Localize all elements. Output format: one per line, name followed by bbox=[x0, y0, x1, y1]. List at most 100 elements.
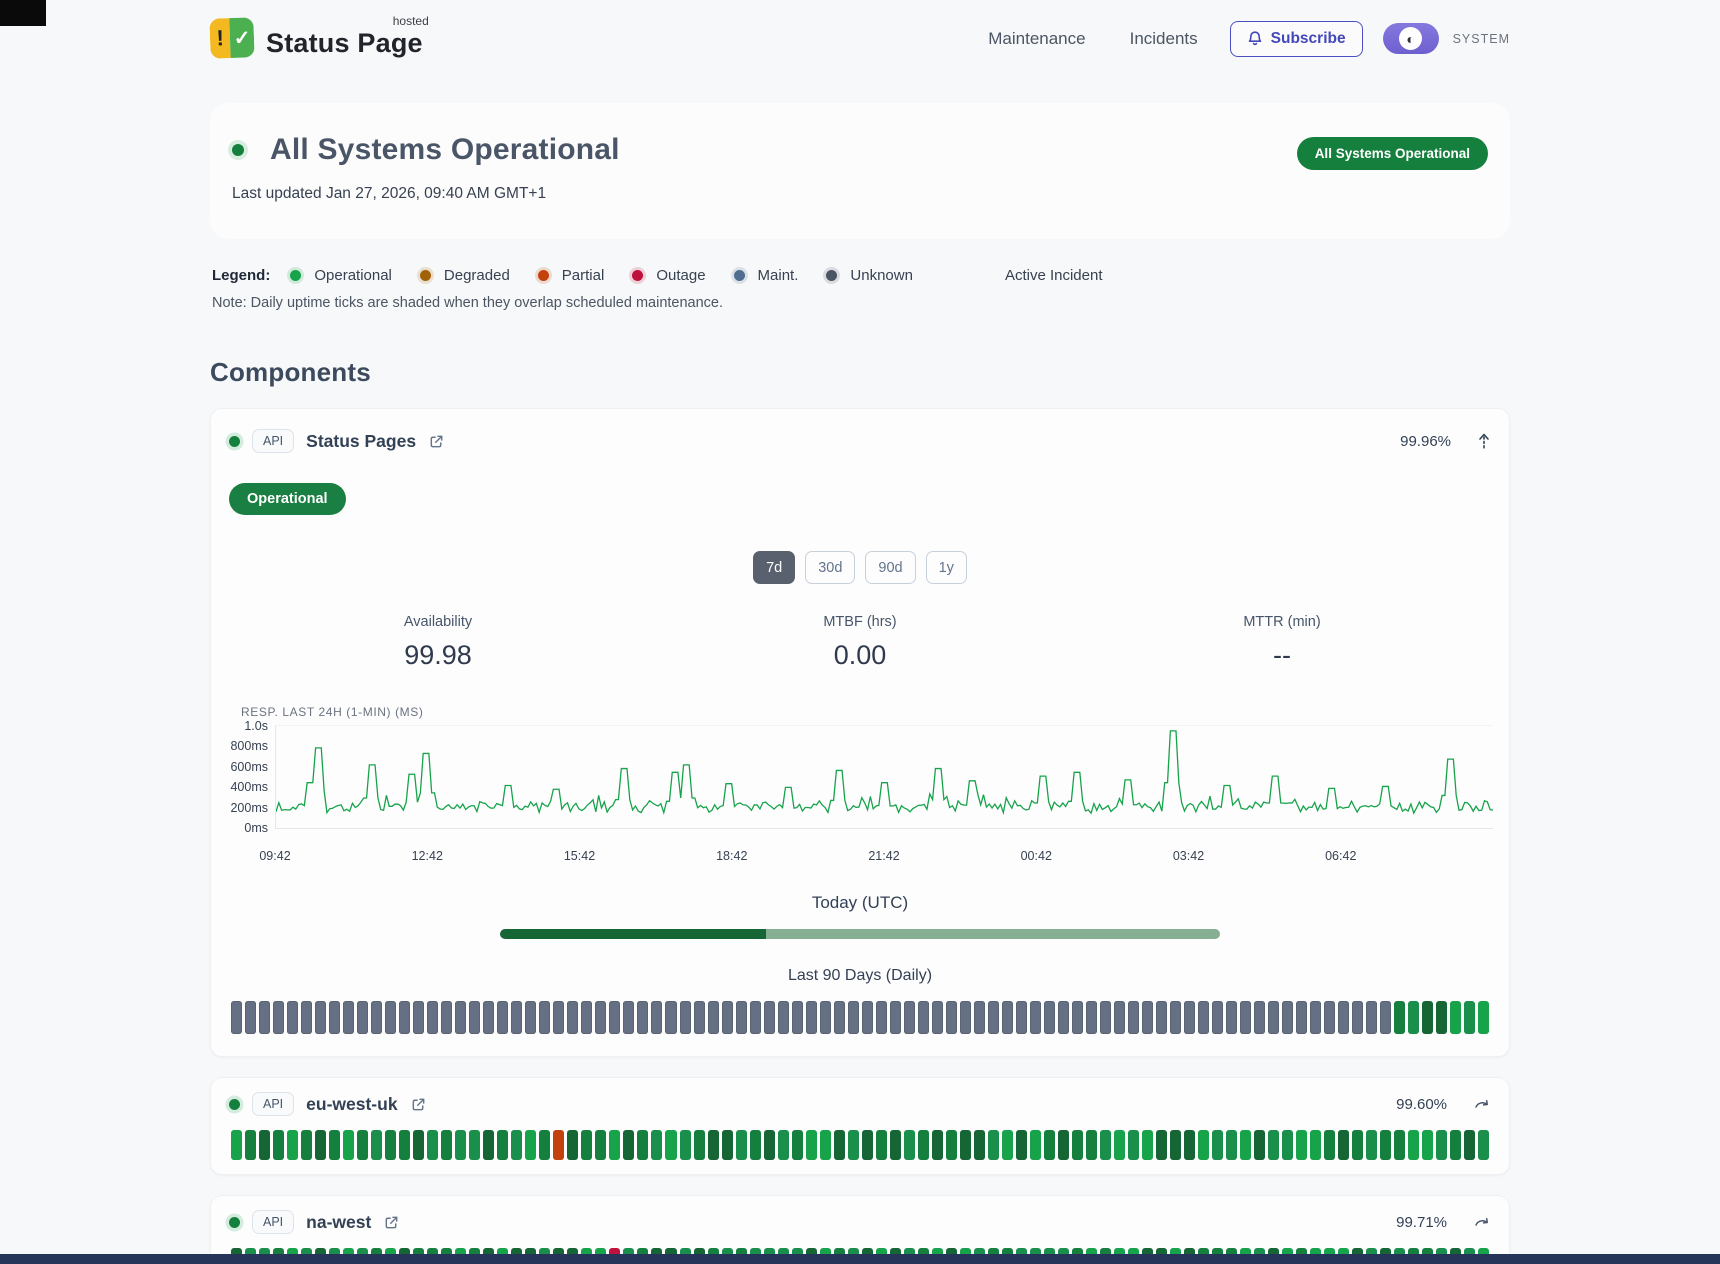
uptime-tick-unknown[interactable] bbox=[1029, 1001, 1041, 1034]
uptime-tick-operational[interactable] bbox=[917, 1130, 929, 1160]
uptime-tick-unknown[interactable] bbox=[1338, 1001, 1350, 1034]
uptime-tick-unknown[interactable] bbox=[861, 1001, 873, 1034]
uptime-tick-operational[interactable] bbox=[833, 1130, 845, 1160]
uptime-tick-unknown[interactable] bbox=[791, 1001, 803, 1034]
uptime-tick-operational[interactable] bbox=[287, 1130, 299, 1160]
uptime-tick-operational[interactable] bbox=[1422, 1001, 1434, 1034]
range-button-30d[interactable]: 30d bbox=[805, 551, 856, 584]
uptime-tick-unknown[interactable] bbox=[1142, 1001, 1154, 1034]
uptime-tick-unknown[interactable] bbox=[959, 1001, 971, 1034]
uptime-tick-operational[interactable] bbox=[1324, 1130, 1336, 1160]
uptime-tick-operational[interactable] bbox=[399, 1130, 411, 1160]
uptime-tick-unknown[interactable] bbox=[1240, 1001, 1252, 1034]
uptime-tick-unknown[interactable] bbox=[1380, 1001, 1392, 1034]
uptime-tick-operational[interactable] bbox=[1282, 1130, 1294, 1160]
uptime-tick-operational[interactable] bbox=[945, 1130, 957, 1160]
uptime-tick-operational[interactable] bbox=[1310, 1130, 1322, 1160]
uptime-tick-unknown[interactable] bbox=[623, 1001, 635, 1034]
uptime-tick-operational[interactable] bbox=[819, 1130, 831, 1160]
uptime-tick-operational[interactable] bbox=[987, 1130, 999, 1160]
uptime-tick-operational[interactable] bbox=[1380, 1130, 1392, 1160]
uptime-tick-operational[interactable] bbox=[1450, 1001, 1462, 1034]
uptime-tick-operational[interactable] bbox=[259, 1130, 271, 1160]
uptime-tick-unknown[interactable] bbox=[609, 1001, 621, 1034]
uptime-tick-operational[interactable] bbox=[1352, 1130, 1364, 1160]
uptime-tick-operational[interactable] bbox=[357, 1130, 369, 1160]
uptime-tick-unknown[interactable] bbox=[931, 1001, 943, 1034]
uptime-tick-unknown[interactable] bbox=[637, 1001, 649, 1034]
uptime-tick-unknown[interactable] bbox=[1001, 1001, 1013, 1034]
uptime-tick-unknown[interactable] bbox=[413, 1001, 425, 1034]
uptime-tick-unknown[interactable] bbox=[427, 1001, 439, 1034]
uptime-tick-operational[interactable] bbox=[539, 1130, 551, 1160]
uptime-tick-unknown[interactable] bbox=[1282, 1001, 1294, 1034]
uptime-tick-operational[interactable] bbox=[1085, 1130, 1097, 1160]
uptime-tick-unknown[interactable] bbox=[231, 1001, 243, 1034]
uptime-tick-unknown[interactable] bbox=[749, 1001, 761, 1034]
uptime-tick-unknown[interactable] bbox=[1324, 1001, 1336, 1034]
external-link-icon[interactable] bbox=[410, 1096, 427, 1113]
uptime-tick-operational[interactable] bbox=[847, 1130, 859, 1160]
uptime-tick-unknown[interactable] bbox=[721, 1001, 733, 1034]
nav-link-maintenance[interactable]: Maintenance bbox=[988, 28, 1086, 48]
uptime-tick-operational[interactable] bbox=[441, 1130, 453, 1160]
uptime-tick-unknown[interactable] bbox=[1226, 1001, 1238, 1034]
uptime-tick-operational[interactable] bbox=[1015, 1130, 1027, 1160]
uptime-tick-unknown[interactable] bbox=[1212, 1001, 1224, 1034]
external-link-icon[interactable] bbox=[383, 1214, 400, 1231]
uptime-tick-unknown[interactable] bbox=[511, 1001, 523, 1034]
uptime-tick-operational[interactable] bbox=[889, 1130, 901, 1160]
uptime-tick-unknown[interactable] bbox=[581, 1001, 593, 1034]
uptime-tick-unknown[interactable] bbox=[987, 1001, 999, 1034]
uptime-tick-unknown[interactable] bbox=[875, 1001, 887, 1034]
uptime-tick-unknown[interactable] bbox=[665, 1001, 677, 1034]
uptime-tick-operational[interactable] bbox=[749, 1130, 761, 1160]
uptime-tick-operational[interactable] bbox=[665, 1130, 677, 1160]
uptime-tick-unknown[interactable] bbox=[259, 1001, 271, 1034]
uptime-tick-unknown[interactable] bbox=[1366, 1001, 1378, 1034]
uptime-tick-operational[interactable] bbox=[1422, 1130, 1434, 1160]
uptime-tick-operational[interactable] bbox=[343, 1130, 355, 1160]
uptime-tick-operational[interactable] bbox=[805, 1130, 817, 1160]
uptime-tick-unknown[interactable] bbox=[763, 1001, 775, 1034]
uptime-tick-unknown[interactable] bbox=[1268, 1001, 1280, 1034]
range-button-90d[interactable]: 90d bbox=[865, 551, 916, 584]
uptime-tick-operational[interactable] bbox=[651, 1130, 663, 1160]
uptime-tick-operational[interactable] bbox=[1043, 1130, 1055, 1160]
uptime-tick-unknown[interactable] bbox=[1310, 1001, 1322, 1034]
uptime-tick-operational[interactable] bbox=[861, 1130, 873, 1160]
uptime-tick-unknown[interactable] bbox=[315, 1001, 327, 1034]
uptime-tick-unknown[interactable] bbox=[1071, 1001, 1083, 1034]
uptime-tick-operational[interactable] bbox=[1268, 1130, 1280, 1160]
uptime-tick-operational[interactable] bbox=[385, 1130, 397, 1160]
uptime-tick-operational[interactable] bbox=[735, 1130, 747, 1160]
uptime-tick-operational[interactable] bbox=[1128, 1130, 1140, 1160]
uptime-tick-operational[interactable] bbox=[1071, 1130, 1083, 1160]
uptime-tick-unknown[interactable] bbox=[973, 1001, 985, 1034]
uptime-tick-unknown[interactable] bbox=[553, 1001, 565, 1034]
uptime-tick-operational[interactable] bbox=[777, 1130, 789, 1160]
uptime-tick-unknown[interactable] bbox=[1057, 1001, 1069, 1034]
uptime-tick-unknown[interactable] bbox=[567, 1001, 579, 1034]
uptime-tick-operational[interactable] bbox=[1184, 1130, 1196, 1160]
uptime-tick-operational[interactable] bbox=[721, 1130, 733, 1160]
uptime-tick-unknown[interactable] bbox=[469, 1001, 481, 1034]
uptime-tick-unknown[interactable] bbox=[1156, 1001, 1168, 1034]
uptime-tick-operational[interactable] bbox=[329, 1130, 341, 1160]
uptime-tick-unknown[interactable] bbox=[1113, 1001, 1125, 1034]
uptime-tick-unknown[interactable] bbox=[805, 1001, 817, 1034]
uptime-tick-operational[interactable] bbox=[1254, 1130, 1266, 1160]
uptime-tick-operational[interactable] bbox=[1057, 1130, 1069, 1160]
uptime-tick-operational[interactable] bbox=[623, 1130, 635, 1160]
uptime-tick-unknown[interactable] bbox=[273, 1001, 285, 1034]
uptime-tick-unknown[interactable] bbox=[483, 1001, 495, 1034]
uptime-tick-unknown[interactable] bbox=[245, 1001, 257, 1034]
uptime-tick-operational[interactable] bbox=[1212, 1130, 1224, 1160]
uptime-tick-unknown[interactable] bbox=[735, 1001, 747, 1034]
expand-icon[interactable] bbox=[1473, 1215, 1491, 1229]
uptime-tick-operational[interactable] bbox=[413, 1130, 425, 1160]
uptime-tick-operational[interactable] bbox=[245, 1130, 257, 1160]
uptime-tick-operational[interactable] bbox=[1029, 1130, 1041, 1160]
uptime-tick-operational[interactable] bbox=[455, 1130, 467, 1160]
uptime-tick-unknown[interactable] bbox=[1170, 1001, 1182, 1034]
